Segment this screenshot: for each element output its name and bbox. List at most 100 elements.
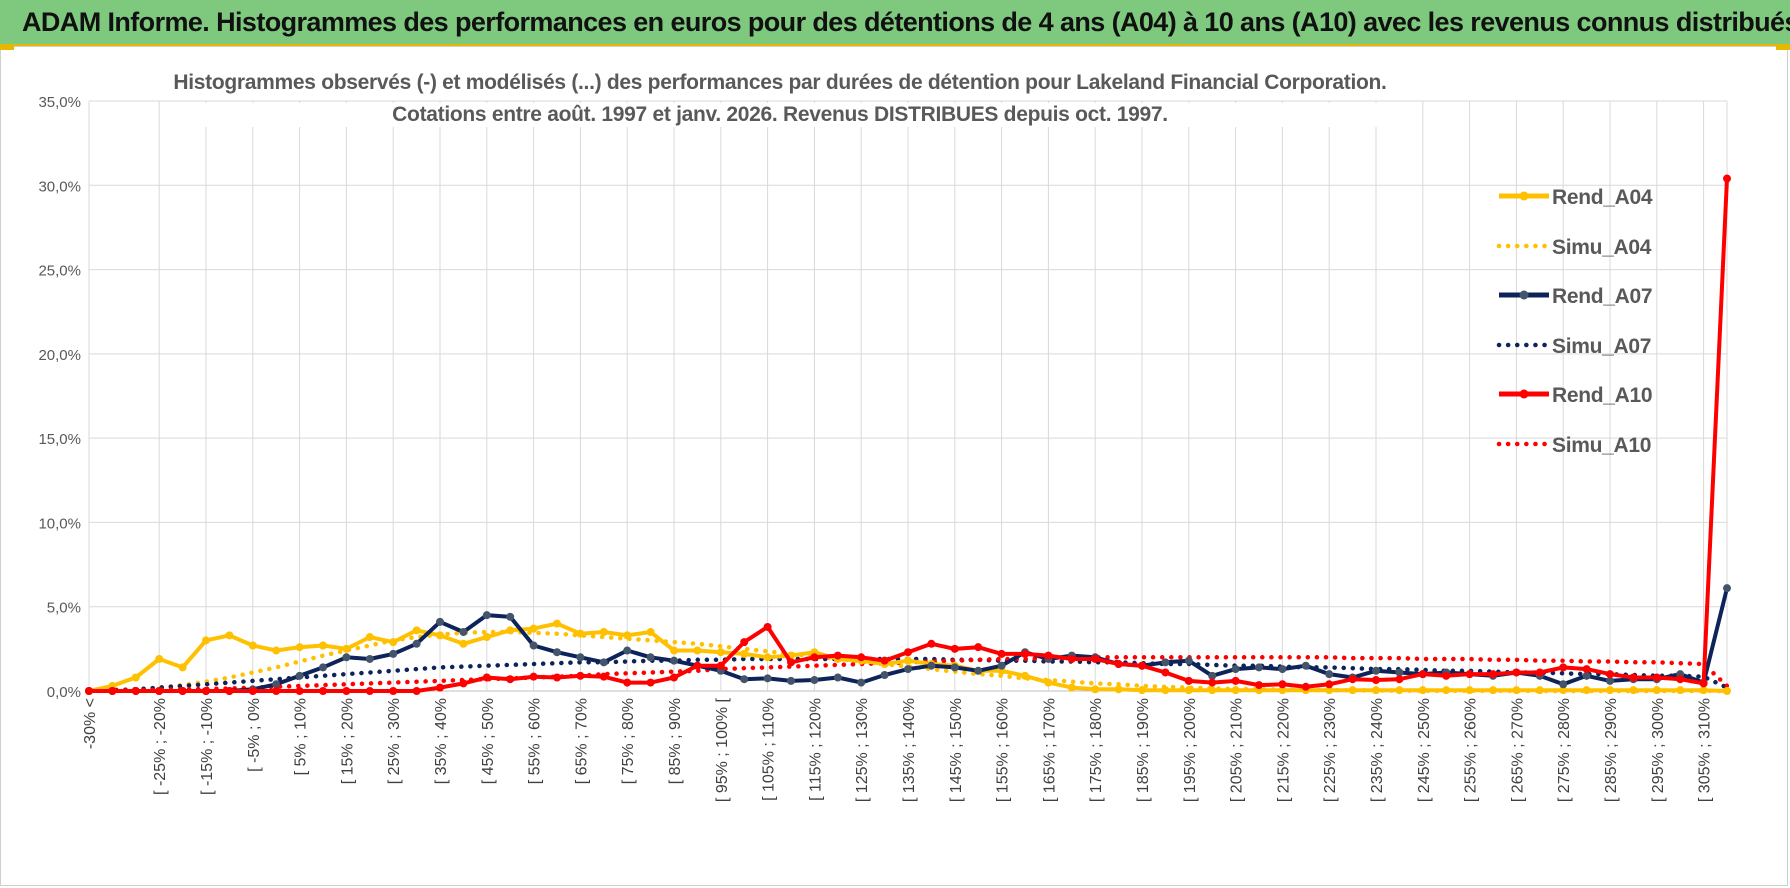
data-point-rend-a04 — [576, 629, 585, 638]
data-point-rend-a07 — [997, 661, 1006, 670]
data-point-rend-a10 — [1114, 660, 1123, 669]
data-point-rend-a10 — [1184, 676, 1193, 685]
data-point-rend-a04 — [365, 633, 374, 642]
x-tick-label: [ 265% ; 270% — [1509, 698, 1526, 802]
data-point-rend-a10 — [436, 683, 444, 692]
data-point-rend-a07 — [904, 665, 912, 674]
data-point-rend-a04 — [1652, 686, 1661, 695]
report-title: ADAM Informe. Histogrammes des performan… — [22, 7, 1790, 37]
legend-item-rend-a07[interactable]: Rend_A07 — [1490, 279, 1680, 329]
data-point-rend-a10 — [927, 639, 936, 648]
data-point-rend-a10 — [763, 622, 772, 631]
x-tick-label: [ 305% ; 310% — [1697, 698, 1714, 802]
legend-item-simu-a04[interactable]: Simu_A04 — [1490, 230, 1680, 280]
data-point-rend-a10 — [623, 678, 632, 687]
data-point-rend-a07 — [810, 676, 819, 685]
data-point-rend-a04 — [412, 626, 421, 635]
data-point-rend-a10 — [1559, 663, 1568, 672]
legend-swatch-rend-a10 — [1499, 389, 1549, 399]
data-point-rend-a10 — [1067, 654, 1076, 663]
data-point-rend-a04 — [436, 631, 444, 640]
data-point-rend-a04 — [599, 628, 608, 636]
data-point-rend-a04 — [389, 638, 398, 647]
data-point-rend-a04 — [670, 646, 678, 655]
data-point-rend-a07 — [1161, 658, 1170, 667]
legend-swatch-rend-a04 — [1499, 191, 1549, 201]
data-point-rend-a07 — [1231, 665, 1240, 674]
data-point-rend-a10 — [1255, 681, 1263, 690]
data-point-rend-a04 — [529, 624, 538, 633]
x-tick-label: [ -25% ; -20% — [152, 698, 169, 795]
data-point-rend-a10 — [576, 671, 585, 680]
legend-item-simu-a07[interactable]: Simu_A07 — [1490, 329, 1680, 379]
data-point-rend-a10 — [1418, 670, 1427, 679]
data-point-rend-a04 — [646, 628, 655, 636]
data-point-rend-a10 — [482, 673, 491, 682]
data-point-rend-a10 — [1231, 676, 1240, 685]
x-tick-label: [ 15% ; 20% — [339, 698, 356, 784]
data-point-rend-a04 — [1184, 686, 1193, 695]
data-point-rend-a04 — [202, 636, 210, 645]
data-point-rend-a10 — [787, 658, 795, 667]
x-tick-label: [ 235% ; 240% — [1369, 698, 1386, 802]
data-point-rend-a10 — [1325, 680, 1334, 689]
x-tick-label: [ 215% ; 220% — [1275, 698, 1292, 802]
data-point-rend-a10 — [1535, 668, 1544, 677]
x-tick-label: [ 25% ; 30% — [386, 698, 403, 784]
data-point-rend-a10 — [1091, 654, 1100, 663]
x-tick-label: [ 125% ; 130% — [854, 698, 871, 802]
data-point-rend-a07 — [1255, 663, 1263, 672]
data-point-rend-a10 — [857, 653, 866, 662]
data-point-rend-a04 — [248, 641, 257, 650]
data-point-rend-a04 — [693, 646, 702, 655]
x-tick-label: [ 35% ; 40% — [433, 698, 450, 784]
legend-item-rend-a10[interactable]: Rend_A10 — [1490, 378, 1680, 428]
data-point-rend-a04 — [1582, 686, 1591, 695]
data-point-rend-a10 — [974, 643, 983, 652]
data-point-rend-a10 — [1629, 673, 1638, 682]
data-point-rend-a07 — [529, 641, 538, 650]
data-point-rend-a07 — [927, 661, 936, 670]
data-point-rend-a07 — [1208, 671, 1217, 680]
data-point-rend-a04 — [1091, 685, 1100, 694]
y-tick-label: 20,0% — [38, 347, 81, 364]
data-point-rend-a07 — [1582, 671, 1591, 680]
data-point-rend-a04 — [1418, 686, 1427, 695]
x-tick-label: [ 195% ; 200% — [1182, 698, 1199, 802]
data-point-rend-a10 — [670, 673, 678, 682]
data-point-rend-a10 — [693, 661, 702, 670]
x-tick-label: [ 105% ; 110% — [761, 698, 778, 801]
y-tick-label: 0,0% — [47, 684, 81, 701]
legend-item-rend-a04[interactable]: Rend_A04 — [1490, 180, 1680, 230]
data-point-rend-a07 — [1559, 680, 1568, 689]
data-point-rend-a07 — [319, 663, 327, 672]
data-point-rend-a07 — [623, 646, 632, 655]
chart-legend: Rend_A04 Simu_A04 Rend_A07 Simu_A07 Rend… — [1490, 180, 1680, 477]
legend-swatch-simu-a07 — [1496, 342, 1552, 347]
data-point-rend-a04 — [1676, 686, 1685, 695]
data-point-rend-a07 — [365, 654, 374, 663]
data-point-rend-a04 — [131, 673, 140, 682]
legend-label-rend-a04: Rend_A04 — [1552, 186, 1653, 209]
data-point-rend-a04 — [342, 644, 351, 653]
chart-frame — [0, 46, 1788, 886]
x-tick-label: [ 135% ; 140% — [901, 698, 918, 802]
data-point-rend-a04 — [482, 633, 491, 642]
data-point-rend-a04 — [178, 663, 187, 672]
data-point-rend-a10 — [1723, 174, 1731, 183]
x-tick-label: [ 5% ; 10% — [293, 698, 310, 775]
x-tick-label: [ 65% ; 70% — [573, 698, 590, 784]
x-tick-label: [ 295% ; 300% — [1650, 698, 1667, 802]
data-point-rend-a10 — [295, 687, 304, 695]
legend-swatch-simu-a10 — [1496, 441, 1552, 446]
data-point-rend-a04 — [1535, 686, 1544, 695]
data-point-rend-a04 — [1629, 686, 1638, 695]
data-point-rend-a10 — [131, 687, 140, 695]
legend-item-simu-a10[interactable]: Simu_A10 — [1490, 428, 1680, 478]
data-point-rend-a04 — [155, 654, 164, 663]
data-point-rend-a04 — [1489, 686, 1497, 695]
legend-swatch-rend-a07 — [1499, 290, 1549, 300]
chart-title-line-2: Cotations entre août. 1997 et janv. 2026… — [170, 103, 1390, 127]
x-tick-label: [ -5% ; 0% — [246, 698, 263, 772]
